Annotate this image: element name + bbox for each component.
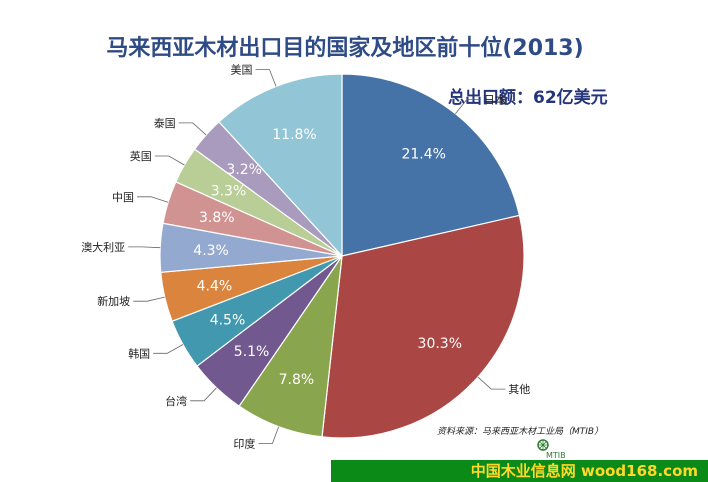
leader-line-7 [137,196,169,203]
pie-slices [159,73,525,439]
leader-line-10 [255,69,277,87]
category-label-5: 新加坡 [97,294,130,308]
leader-line-6 [128,246,161,249]
leader-line-8 [154,155,185,166]
category-label-1: 其他 [508,383,530,396]
value-label-4: 4.5% [210,313,246,329]
category-label-6: 澳大利亚 [81,240,125,254]
leader-line-9 [178,122,207,136]
leader-line-4 [153,344,184,354]
value-label-10: 11.8% [272,127,316,143]
category-label-7: 中国 [112,191,134,204]
value-label-1: 30.3% [418,336,462,352]
leader-line-5 [133,296,165,302]
total-export-amount: 总出口额：62亿美元 [448,88,608,108]
value-label-8: 3.3% [211,184,247,200]
category-label-2: 印度 [233,437,255,451]
mtib-logo-icon: MTIB [537,439,566,460]
value-label-3: 5.1% [234,344,270,360]
leader-line-3 [190,387,217,402]
leader-line-2 [258,426,280,444]
pie-chart: 21.4% 30.3% 7.8% 5.1% 4.5% 4.4% 4.3% 3.8% 3.3% 3.… [81,64,530,451]
pie-slice-1 [321,214,525,439]
value-labels: 21.4% 30.3% 7.8% 5.1% 4.5% 4.4% 4.3% 3.8% 3.3% 3.… [193,127,462,388]
value-label-2: 7.8% [279,372,315,388]
category-label-3: 台湾 [165,394,187,408]
value-label-9: 3.2% [226,162,262,178]
leader-line-0 [455,99,481,114]
value-label-7: 3.8% [199,210,235,226]
leader-line-1 [477,376,506,390]
pie-slice-10 [218,73,343,258]
category-label-8: 英国 [130,149,152,163]
category-label-0: 日本 [484,93,506,107]
value-label-6: 4.3% [193,243,229,259]
value-label-5: 4.4% [197,279,233,295]
value-label-0: 21.4% [401,147,445,163]
leader-lines [128,69,506,444]
category-label-4: 韩国 [128,346,150,360]
data-source-note: 资料来源：马来西亚木材工业局（MTIB） [437,427,604,437]
site-banner[interactable]: 中国木业信息网 wood168.com [331,460,708,482]
chart-title: 马来西亚木材出口目的国家及地区前十位(2013) [106,36,584,61]
category-label-9: 泰国 [154,116,176,130]
logo-text: MTIB [546,451,566,460]
category-label-10: 美国 [231,64,253,77]
